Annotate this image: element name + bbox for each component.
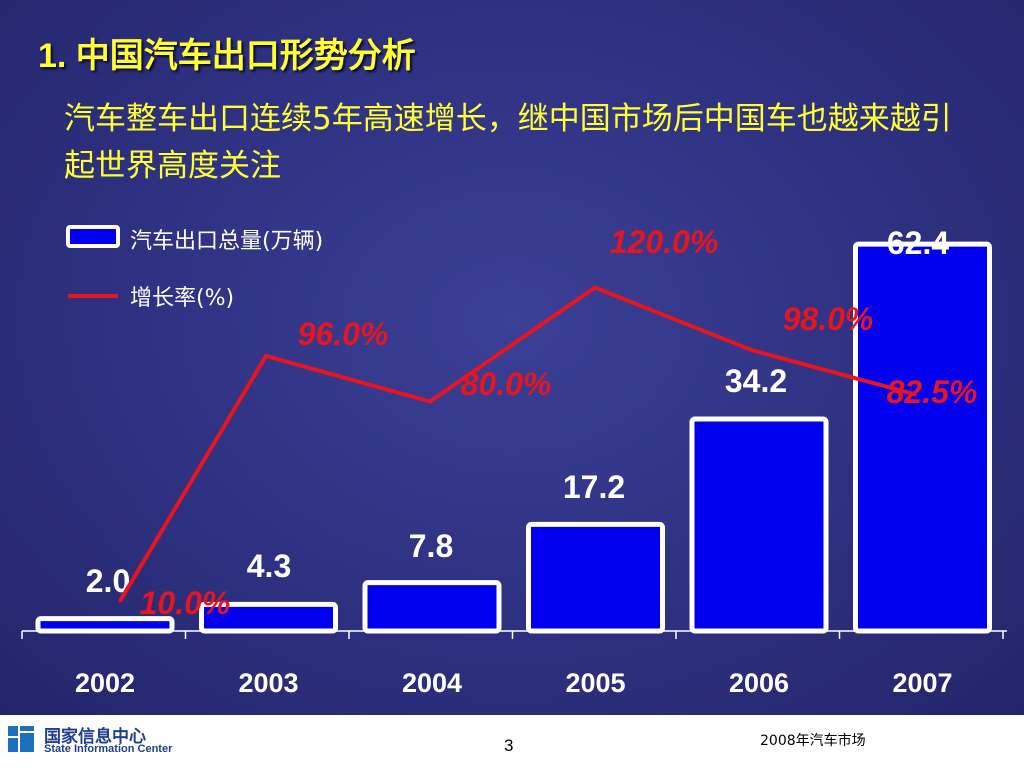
growth-value-label: 96.0% [298, 316, 389, 352]
legend-line-label: 增长率(%) [130, 286, 234, 311]
bar-value-label: 17.2 [563, 469, 625, 505]
bar-2006 [689, 416, 829, 634]
bar-value-label: 4.3 [247, 548, 291, 584]
growth-point-2004 [428, 400, 432, 403]
growth-value-label: 80.0% [461, 366, 552, 402]
growth-point-2005 [593, 286, 597, 289]
bar-series [35, 241, 992, 634]
x-tick-label-2004: 2004 [402, 668, 462, 698]
legend-bar-label: 汽车出口总量(万辆) [130, 229, 323, 254]
growth-point-2002 [118, 599, 122, 603]
bar-value-label: 7.8 [409, 528, 453, 564]
growth-value-label: 120.0% [610, 224, 719, 260]
growth-point-2003 [264, 354, 268, 358]
x-tick-label-2005: 2005 [565, 668, 625, 698]
export-chart: 汽车出口总量(万辆) 增长率(%) 2.0 4.37.817.234.262.4 … [21, 224, 1007, 698]
growth-point-2006 [750, 348, 754, 352]
footer-caption: 2008年汽车市场 [760, 733, 866, 749]
x-tick-label-2003: 2003 [238, 668, 298, 698]
footer-bar [0, 715, 1024, 768]
growth-value-label: 82.5% [887, 374, 978, 410]
growth-value-label: 10.0% [140, 585, 231, 621]
x-tick-label-2002: 2002 [75, 668, 135, 698]
growth-rate-line [118, 285, 916, 603]
x-axis-tick-labels: 2002 2003 2004 2005 2006 2007 [75, 668, 953, 698]
bar-2004 [362, 580, 502, 634]
bar-2007 [853, 241, 992, 634]
slide-subtitle: 汽车整车出口连续5年高速增长，继中国市场后中国车也越来越引起世界高度关注 [64, 101, 952, 184]
page-number: 3 [504, 736, 514, 755]
chart-legend: 汽车出口总量(万辆) 增长率(%) [66, 225, 323, 311]
state-information-center-logo-icon [6, 724, 36, 754]
slide-background: 1. 中国汽车出口形势分析 汽车整车出口连续5年高速增长，继中国市场后中国车也越… [0, 0, 1024, 715]
org-name-cn: 国家信息中心 [44, 727, 146, 747]
growth-point-2007 [913, 392, 917, 396]
bar-2005 [526, 521, 665, 634]
bar-value-label: 62.4 [887, 225, 949, 261]
org-name-en: State Information Center [44, 743, 173, 755]
x-tick-label-2006: 2006 [729, 668, 789, 698]
growth-value-label: 98.0% [783, 301, 874, 337]
bar-value-label: 34.2 [725, 363, 787, 399]
x-tick-label-2007: 2007 [892, 668, 952, 698]
x-axis [21, 630, 1007, 639]
growth-line-series: 10.0% 96.0% 80.0% 120.0% 98.0% 82.5% [118, 224, 978, 621]
legend-bar-swatch [66, 225, 120, 248]
slide-title: 1. 中国汽车出口形势分析 [38, 37, 416, 75]
